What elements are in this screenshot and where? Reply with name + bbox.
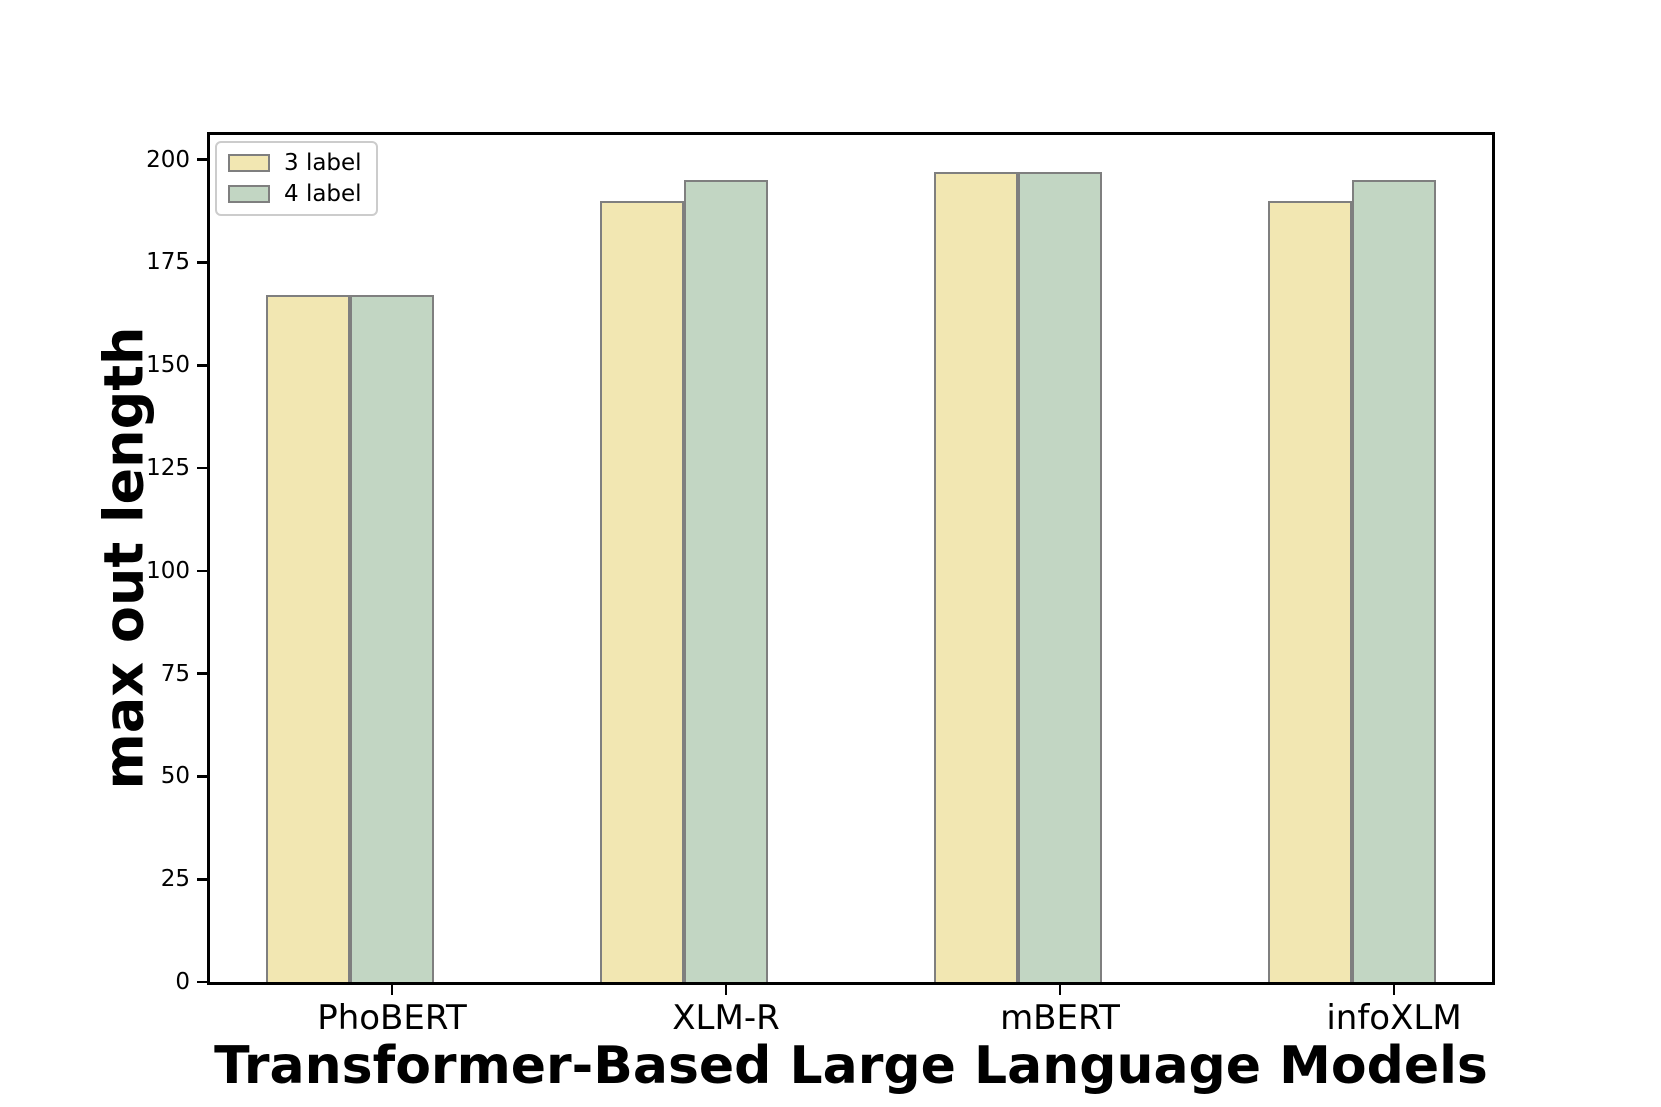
x-tick-label-mBERT: mBERT (1000, 998, 1120, 1038)
x-tick-label-XLM-R: XLM-R (672, 998, 780, 1038)
x-axis-title: Transformer-Based Large Language Models (214, 1036, 1488, 1096)
y-tick-75 (197, 672, 207, 675)
legend-entry-4-label: 4 label (228, 182, 362, 206)
y-tick-label-125: 125 (146, 455, 190, 482)
legend-swatch-3-label (228, 154, 270, 172)
y-tick-label-0: 0 (175, 969, 190, 995)
y-tick-100 (197, 569, 207, 573)
x-tick-PhoBERT (390, 985, 394, 995)
y-tick-label-50: 50 (160, 763, 190, 790)
y-tick-label-75: 75 (160, 660, 190, 687)
bar-3-label-XLM-R (600, 201, 684, 982)
legend: 3 label 4 label (215, 141, 378, 216)
x-tick-XLM-R (724, 985, 728, 995)
bar-3-label-infoXLM (1268, 201, 1352, 982)
bar-4-label-infoXLM (1352, 180, 1436, 982)
y-tick-125 (197, 466, 207, 470)
bar-4-label-XLM-R (684, 180, 768, 982)
x-tick-mBERT (1058, 985, 1062, 995)
y-tick-label-150: 150 (146, 352, 190, 379)
plot-area: 3 label 4 label (207, 132, 1495, 985)
y-tick-label-25: 25 (160, 866, 190, 893)
y-tick-0 (197, 980, 207, 984)
bar-4-label-mBERT (1018, 172, 1102, 982)
y-tick-label-200: 200 (146, 146, 190, 173)
legend-swatch-4-label (228, 185, 270, 203)
legend-label-4-label: 4 label (284, 181, 362, 207)
bar-3-label-mBERT (934, 172, 1018, 982)
y-tick-50 (197, 775, 207, 778)
legend-label-3-label: 3 label (284, 150, 362, 176)
x-tick-label-infoXLM: infoXLM (1326, 998, 1462, 1038)
bar-4-label-PhoBERT (350, 295, 434, 982)
y-tick-label-100: 100 (146, 557, 190, 584)
x-tick-infoXLM (1392, 985, 1396, 995)
y-tick-150 (197, 363, 207, 367)
x-tick-label-PhoBERT: PhoBERT (317, 998, 467, 1038)
legend-entry-3-label: 3 label (228, 151, 362, 175)
bar-3-label-PhoBERT (266, 295, 350, 982)
y-tick-label-175: 175 (146, 249, 190, 276)
y-tick-175 (197, 261, 207, 264)
y-tick-200 (197, 158, 207, 161)
y-tick-25 (197, 877, 207, 881)
